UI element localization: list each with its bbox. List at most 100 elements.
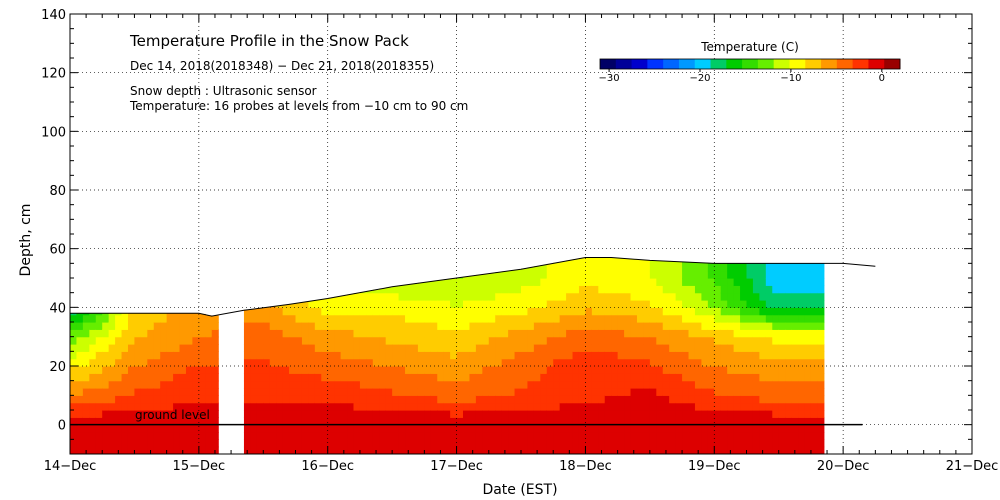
- heatmap-cell: [160, 410, 168, 418]
- heatmap-cell: [430, 281, 438, 286]
- heatmap-cell: [327, 336, 335, 345]
- heatmap-cell: [295, 336, 303, 345]
- heatmap-cell: [102, 322, 110, 330]
- heatmap-cell: [798, 446, 806, 454]
- heatmap-cell: [469, 410, 477, 418]
- heatmap-cell: [604, 358, 612, 367]
- heatmap-cell: [553, 322, 561, 330]
- heatmap-cell: [591, 358, 599, 367]
- heatmap-cell: [746, 351, 754, 360]
- heatmap-cell: [192, 344, 200, 352]
- heatmap-cell: [205, 351, 213, 360]
- heatmap-cell: [153, 344, 161, 352]
- heatmap-cell: [392, 446, 400, 454]
- heatmap-cell: [533, 358, 541, 367]
- heatmap-cell: [269, 410, 277, 418]
- heatmap-cell: [301, 395, 309, 404]
- heatmap-cell: [630, 322, 638, 330]
- heatmap-cell: [624, 410, 632, 418]
- heatmap-cell: [127, 366, 136, 374]
- heatmap-cell: [340, 366, 348, 374]
- heatmap-cell: [785, 314, 793, 323]
- heatmap-cell: [617, 402, 625, 411]
- heatmap-cell: [585, 366, 593, 374]
- heatmap-cell: [256, 344, 264, 352]
- heatmap-cell: [720, 292, 728, 301]
- heatmap-cell: [276, 410, 284, 418]
- heatmap-cell: [359, 292, 367, 301]
- heatmap-cell: [475, 366, 483, 374]
- heatmap-cell: [746, 278, 754, 286]
- heatmap-cell: [437, 322, 445, 330]
- heatmap-cell: [282, 314, 290, 323]
- heatmap-cell: [469, 388, 477, 396]
- heatmap-cell: [772, 432, 780, 440]
- heatmap-cell: [746, 336, 754, 345]
- heatmap-cell: [482, 402, 490, 411]
- heatmap-cell: [198, 439, 206, 448]
- heatmap-cell: [656, 388, 664, 396]
- heatmap-cell: [443, 285, 451, 294]
- heatmap-cell: [301, 307, 309, 316]
- heatmap-cell: [430, 410, 438, 418]
- heatmap-cell: [450, 439, 458, 448]
- heatmap-cell: [682, 388, 690, 396]
- heatmap-cell: [514, 424, 522, 433]
- heatmap-cell: [359, 300, 367, 308]
- heatmap-cell: [359, 432, 367, 440]
- heatmap-cell: [540, 278, 548, 286]
- heatmap-cell: [198, 329, 206, 338]
- heatmap-cell: [727, 432, 735, 440]
- heatmap-cell: [817, 300, 825, 308]
- heatmap-cell: [295, 380, 303, 389]
- heatmap-cell: [314, 373, 322, 382]
- heatmap-cell: [289, 314, 297, 323]
- heatmap-cell: [533, 344, 541, 352]
- heatmap-cell: [804, 417, 812, 426]
- heatmap-cell: [669, 285, 677, 294]
- heatmap-cell: [533, 410, 541, 418]
- heatmap-cell: [359, 439, 367, 448]
- heatmap-cell: [591, 446, 599, 454]
- heatmap-cell: [347, 322, 355, 330]
- heatmap-cell: [675, 270, 683, 279]
- heatmap-cell: [340, 380, 348, 389]
- heatmap-cell: [798, 285, 806, 294]
- heatmap-cell: [366, 439, 374, 448]
- heatmap-cell: [243, 424, 251, 433]
- heatmap-cell: [411, 446, 419, 454]
- heatmap-cell: [598, 285, 606, 294]
- heatmap-cell: [95, 417, 103, 426]
- heatmap-cell: [76, 439, 84, 448]
- heatmap-cell: [140, 344, 148, 352]
- heatmap-cell: [798, 439, 806, 448]
- heatmap-cell: [604, 344, 612, 352]
- heatmap-cell: [76, 380, 84, 389]
- heatmap-cell: [540, 432, 548, 440]
- heatmap-cell: [514, 439, 522, 448]
- heatmap-cell: [185, 402, 194, 411]
- heatmap-cell: [327, 410, 335, 418]
- heatmap-cell: [578, 322, 587, 330]
- heatmap-cell: [192, 446, 200, 454]
- heatmap-cell: [495, 410, 503, 418]
- heatmap-cell: [379, 344, 387, 352]
- heatmap-cell: [334, 329, 342, 338]
- heatmap-cell: [759, 410, 767, 418]
- heatmap-cell: [578, 307, 587, 316]
- heatmap-cell: [366, 290, 374, 294]
- heatmap-cell: [521, 380, 529, 389]
- heatmap-cell: [89, 432, 97, 440]
- heatmap-cell: [701, 388, 709, 396]
- heatmap-cell: [198, 424, 206, 433]
- heatmap-cell: [553, 395, 561, 404]
- heatmap-cell: [540, 314, 548, 323]
- heatmap-cell: [140, 395, 148, 404]
- heatmap-cell: [694, 307, 702, 316]
- heatmap-cell: [301, 417, 309, 426]
- heatmap-cell: [604, 380, 612, 389]
- heatmap-cell: [256, 388, 264, 396]
- heatmap-cell: [765, 300, 773, 308]
- heatmap-cell: [694, 388, 702, 396]
- heatmap-cell: [688, 358, 696, 367]
